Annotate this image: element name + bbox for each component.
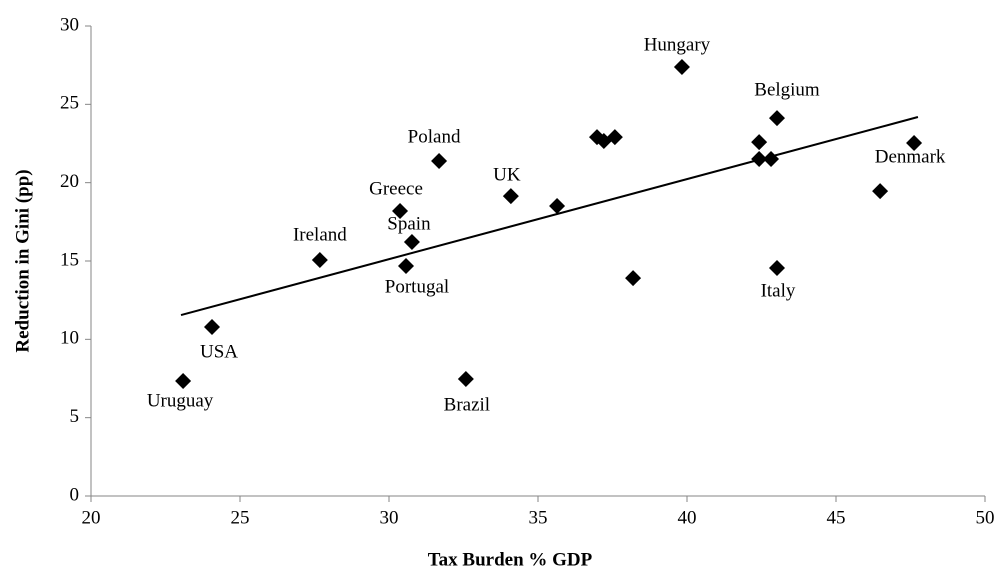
point (203, 318, 220, 335)
y-tick-label: 0 (70, 484, 80, 505)
y-tick-label: 15 (60, 249, 79, 270)
point (502, 188, 519, 205)
y-tick-label: 30 (60, 14, 79, 35)
point-label: Hungary (644, 34, 711, 55)
point-label: UK (493, 164, 521, 185)
point (392, 203, 409, 220)
point-label: Spain (387, 213, 431, 234)
point (673, 59, 690, 76)
point-label: Poland (408, 126, 461, 147)
y-tick-label: 5 (70, 406, 80, 427)
point (606, 129, 623, 146)
point (397, 258, 414, 275)
y-tick-label: 25 (60, 93, 79, 114)
x-tick-label: 25 (231, 507, 250, 528)
point (431, 153, 448, 170)
point-label: Portugal (385, 276, 449, 297)
point (751, 134, 768, 151)
point (403, 234, 420, 251)
point (175, 373, 192, 390)
point (763, 151, 780, 168)
point-label: Brazil (444, 394, 490, 415)
point-label: Uruguay (147, 390, 214, 411)
x-tick-label: 20 (82, 507, 101, 528)
x-tick-label: 35 (529, 507, 548, 528)
point-label: Belgium (754, 79, 820, 100)
point-label: Denmark (875, 146, 946, 167)
y-tick-label: 20 (60, 171, 79, 192)
point-label: USA (200, 341, 238, 362)
point (311, 252, 328, 269)
point (872, 183, 889, 200)
point (457, 370, 474, 387)
point (768, 110, 785, 127)
point-label: Ireland (293, 224, 347, 245)
point (768, 260, 785, 277)
x-axis-title: Tax Burden % GDP (428, 549, 593, 570)
point (549, 198, 566, 215)
x-tick-label: 45 (827, 507, 846, 528)
x-tick-label: 30 (380, 507, 399, 528)
trendline (180, 116, 919, 317)
point-label: Greece (369, 178, 423, 199)
y-axis-title: Reduction in Gini (pp) (12, 169, 33, 352)
point (906, 135, 923, 152)
x-tick-label: 50 (976, 507, 995, 528)
x-tick-label: 40 (678, 507, 697, 528)
point (625, 270, 642, 287)
point-label: Italy (761, 280, 796, 301)
y-tick-label: 10 (60, 328, 79, 349)
point (751, 151, 768, 168)
